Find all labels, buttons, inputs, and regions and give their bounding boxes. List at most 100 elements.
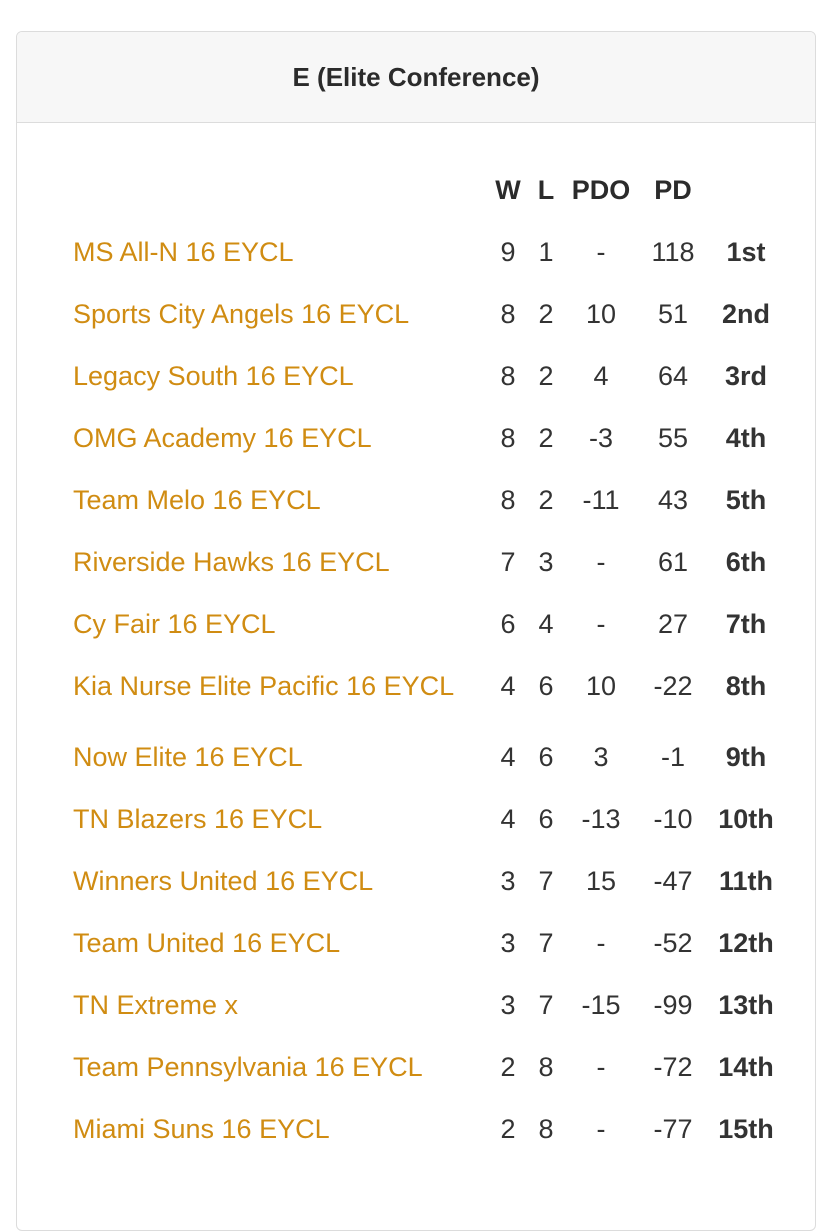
pdo-cell: -3 bbox=[588, 422, 613, 453]
team-cell: Kia Nurse Elite Pacific 16 EYCL bbox=[73, 655, 489, 726]
wins-cell: 8 bbox=[500, 484, 516, 515]
losses-cell: 2 bbox=[538, 484, 554, 515]
table-row: TN Blazers 16 EYCL 4 6 -13 -10 10th bbox=[73, 788, 783, 850]
table-row: Sports City Angels 16 EYCL 8 2 10 51 2nd bbox=[73, 283, 783, 345]
table-row: Team United 16 EYCL 3 7 - -52 12th bbox=[73, 912, 783, 974]
pd-cell: -99 bbox=[653, 989, 693, 1020]
table-header-row: W L PDO PD bbox=[73, 159, 783, 221]
team-link[interactable]: Team Melo 16 EYCL bbox=[73, 485, 321, 515]
losses-cell: 7 bbox=[538, 865, 554, 896]
losses-cell: 2 bbox=[538, 360, 554, 391]
standings-card: E (Elite Conference) W L PDO PD MS All-N… bbox=[16, 31, 816, 1231]
table-row: MS All-N 16 EYCL 9 1 - 118 1st bbox=[73, 221, 783, 283]
team-link[interactable]: Now Elite 16 EYCL bbox=[73, 742, 303, 772]
pd-cell: 43 bbox=[657, 484, 689, 515]
pd-cell: -10 bbox=[653, 803, 693, 834]
table-row: Cy Fair 16 EYCL 6 4 - 27 7th bbox=[73, 593, 783, 655]
team-cell: Winners United 16 EYCL bbox=[73, 850, 489, 912]
table-row: OMG Academy 16 EYCL 8 2 -3 55 4th bbox=[73, 407, 783, 469]
pd-cell: -52 bbox=[653, 927, 693, 958]
pdo-cell: - bbox=[596, 927, 606, 958]
pdo-cell: 10 bbox=[585, 671, 617, 701]
pdo-cell: -15 bbox=[581, 989, 621, 1020]
place-cell: 2nd bbox=[721, 298, 770, 329]
wins-cell: 3 bbox=[500, 989, 516, 1020]
pdo-cell: -11 bbox=[582, 484, 620, 515]
team-link[interactable]: Miami Suns 16 EYCL bbox=[73, 1114, 330, 1144]
wins-cell: 2 bbox=[500, 1113, 516, 1144]
losses-cell: 4 bbox=[538, 608, 554, 639]
pd-cell: -77 bbox=[653, 1113, 693, 1144]
losses-cell: 1 bbox=[538, 236, 554, 267]
team-link[interactable]: Riverside Hawks 16 EYCL bbox=[73, 547, 390, 577]
losses-cell: 6 bbox=[538, 671, 554, 701]
team-link[interactable]: TN Blazers 16 EYCL bbox=[73, 804, 323, 834]
team-link[interactable]: Kia Nurse Elite Pacific 16 EYCL bbox=[73, 671, 455, 701]
team-link[interactable]: Team United 16 EYCL bbox=[73, 928, 341, 958]
standings-table: W L PDO PD MS All-N 16 EYCL 9 1-118 1st Spor… bbox=[73, 159, 783, 1160]
pd-cell: 64 bbox=[657, 360, 689, 391]
wins-cell: 6 bbox=[500, 608, 516, 639]
pdo-cell: - bbox=[596, 546, 606, 577]
pdo-cell: 4 bbox=[593, 360, 609, 391]
losses-cell: 3 bbox=[538, 546, 554, 577]
team-cell: Riverside Hawks 16 EYCL bbox=[73, 531, 489, 593]
team-link[interactable]: MS All-N 16 EYCL bbox=[73, 237, 294, 267]
table-row: Now Elite 16 EYCL 4 6 3 -1 9th bbox=[73, 726, 783, 788]
card-header: E (Elite Conference) bbox=[17, 32, 815, 123]
team-cell: TN Extreme x bbox=[73, 974, 489, 1036]
pdo-cell: - bbox=[596, 608, 606, 639]
place-cell: 14th bbox=[718, 1051, 774, 1082]
team-cell: Now Elite 16 EYCL bbox=[73, 726, 489, 788]
team-link[interactable]: Sports City Angels 16 EYCL bbox=[73, 299, 410, 329]
losses-cell: 7 bbox=[538, 989, 554, 1020]
pdo-cell: - bbox=[596, 236, 606, 267]
header-pdo: PDO bbox=[571, 174, 631, 205]
table-row: Kia Nurse Elite Pacific 16 EYCL 4 6 10 -22 8t… bbox=[73, 655, 783, 726]
pd-cell: 61 bbox=[657, 546, 689, 577]
header-place bbox=[709, 159, 783, 221]
table-row: Riverside Hawks 16 EYCL 7 3 - 61 6th bbox=[73, 531, 783, 593]
team-link[interactable]: Winners United 16 EYCL bbox=[73, 866, 374, 896]
team-cell: Team United 16 EYCL bbox=[73, 912, 489, 974]
pd-cell: -1 bbox=[660, 741, 685, 772]
pd-cell: 51 bbox=[657, 298, 689, 329]
team-cell: OMG Academy 16 EYCL bbox=[73, 407, 489, 469]
pd-cell: -72 bbox=[653, 1051, 693, 1082]
place-cell: 3rd bbox=[724, 360, 768, 391]
wins-cell: 4 bbox=[500, 803, 516, 834]
place-cell: 4th bbox=[725, 422, 767, 453]
team-cell: Team Melo 16 EYCL bbox=[73, 469, 489, 531]
place-cell: 11th bbox=[718, 865, 774, 896]
pdo-cell: 15 bbox=[585, 865, 617, 896]
table-row: Legacy South 16 EYCL 8 2 4 64 3rd bbox=[73, 345, 783, 407]
team-cell: Miami Suns 16 EYCL bbox=[73, 1098, 489, 1160]
pdo-cell: 10 bbox=[585, 298, 617, 329]
team-link[interactable]: Cy Fair 16 EYCL bbox=[73, 609, 276, 639]
team-link[interactable]: TN Extreme x bbox=[73, 990, 239, 1020]
header-wins: W bbox=[495, 174, 521, 205]
pdo-cell: - bbox=[596, 1051, 606, 1082]
wins-cell: 4 bbox=[500, 741, 516, 772]
header-team bbox=[73, 159, 489, 221]
pd-cell: 118 bbox=[651, 236, 695, 267]
pdo-cell: 3 bbox=[593, 741, 609, 772]
table-row: TN Extreme x 3 7 -15 -99 13th bbox=[73, 974, 783, 1036]
team-link[interactable]: Legacy South 16 EYCL bbox=[73, 361, 354, 391]
wins-cell: 8 bbox=[500, 360, 516, 391]
wins-cell: 7 bbox=[500, 546, 516, 577]
place-cell: 9th bbox=[725, 741, 767, 772]
wins-cell: 3 bbox=[500, 865, 516, 896]
team-cell: TN Blazers 16 EYCL bbox=[73, 788, 489, 850]
losses-cell: 7 bbox=[538, 927, 554, 958]
team-cell: Sports City Angels 16 EYCL bbox=[73, 283, 489, 345]
wins-cell: 9 bbox=[500, 236, 516, 267]
place-cell: 13th bbox=[718, 989, 774, 1020]
place-cell: 1st bbox=[726, 236, 766, 267]
wins-cell: 2 bbox=[500, 1051, 516, 1082]
wins-cell: 3 bbox=[500, 927, 516, 958]
team-link[interactable]: OMG Academy 16 EYCL bbox=[73, 423, 372, 453]
table-row: Winners United 16 EYCL 3 7 15 -47 11th bbox=[73, 850, 783, 912]
team-link[interactable]: Team Pennsylvania 16 EYCL bbox=[73, 1052, 423, 1082]
pd-cell: 27 bbox=[657, 608, 689, 639]
